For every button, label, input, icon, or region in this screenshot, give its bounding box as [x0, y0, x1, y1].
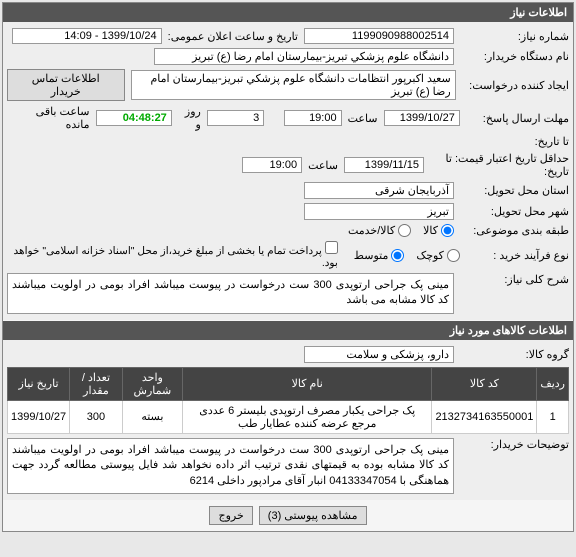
- table-row[interactable]: 12132734163550001پک جراحی یکبار مصرف ارت…: [8, 400, 569, 433]
- process-radio-group: کوچک متوسط: [354, 249, 460, 262]
- table-header: واحد شمارش: [122, 367, 182, 400]
- table-header: ردیف: [537, 367, 569, 400]
- table-cell: 1: [537, 400, 569, 433]
- valid-date-field: 1399/11/15: [344, 157, 424, 173]
- req-no-label: شماره نیاز:: [454, 30, 569, 43]
- cat-goods-input[interactable]: [441, 224, 454, 237]
- category-label: طبقه بندی موضوعی:: [454, 224, 569, 237]
- time-label-2: ساعت: [302, 159, 344, 172]
- table-header: نام کالا: [182, 367, 431, 400]
- cat-service-input[interactable]: [398, 224, 411, 237]
- valid-label: حداقل تاریخ اعتبار قیمت: تا تاریخ:: [424, 152, 569, 178]
- table-cell: بسته: [122, 400, 182, 433]
- time-label-1: ساعت: [342, 112, 384, 125]
- creator-field: سعید اکبرپور انتظامات دانشگاه علوم پزشکي…: [131, 70, 456, 100]
- pub-date-field: 1399/10/24 - 14:09: [12, 28, 162, 44]
- days-remaining-field: 3: [207, 110, 264, 126]
- timer-field: 04:48:27: [96, 110, 172, 126]
- desc-title-label: شرح کلی نیاز:: [454, 273, 569, 286]
- buyer-field: دانشگاه علوم پزشکي تبریز-بیمارستان امام …: [154, 48, 454, 65]
- table-cell: 2132734163550001: [432, 400, 537, 433]
- goods-table: ردیفکد کالانام کالاواحد شمارشتعداد / مقد…: [7, 367, 569, 434]
- deadline-date-field: 1399/10/27: [384, 110, 460, 126]
- table-cell: 300: [70, 400, 123, 433]
- group-field: دارو، پزشکی و سلامت: [304, 346, 454, 363]
- goods-section-title: اطلاعات کالاهای مورد نیاز: [3, 321, 573, 340]
- form-area: شماره نیاز: 1199090988002514 تاریخ و ساع…: [3, 22, 573, 320]
- table-cell: پک جراحی یکبار مصرف ارتوپدی بلیستر 6 عدد…: [182, 400, 431, 433]
- process-label: نوع فرآیند خرید :: [460, 249, 569, 262]
- group-label: گروه کالا:: [454, 348, 569, 361]
- valid-time-field: 19:00: [242, 157, 302, 173]
- pay-note-checkbox[interactable]: [325, 241, 338, 254]
- deadline-time-field: 19:00: [284, 110, 341, 126]
- remain-label: ساعت باقی مانده: [7, 105, 95, 131]
- cat-service-radio[interactable]: کالا/خدمت: [348, 224, 411, 237]
- buyer-label: نام دستگاه خریدار:: [454, 50, 569, 63]
- panel-title: اطلاعات نیاز: [3, 3, 573, 22]
- city-label: شهر محل تحویل:: [454, 205, 569, 218]
- table-header: تاریخ نیاز: [8, 367, 70, 400]
- days-label: روز و: [172, 105, 207, 131]
- creator-label: ایجاد کننده درخواست:: [456, 79, 569, 92]
- province-label: استان محل تحویل:: [454, 184, 569, 197]
- cat-goods-radio[interactable]: کالا: [423, 224, 454, 237]
- to-date-label: تا تاریخ:: [454, 135, 569, 148]
- province-field: آذربایجان شرقی: [304, 182, 454, 199]
- exit-button[interactable]: خروج: [209, 506, 252, 525]
- table-header: تعداد / مقدار: [70, 367, 123, 400]
- contact-button[interactable]: اطلاعات تماس خریدار: [7, 69, 125, 101]
- pay-note: پرداخت تمام یا بخشی از مبلغ خرید،از محل …: [7, 241, 344, 269]
- table-header: کد کالا: [432, 367, 537, 400]
- footer-buttons: مشاهده پیوستی (3) خروج: [3, 500, 573, 531]
- desc-text: مینی پک جراحی ارتوپدی 300 ست درخواست در …: [7, 273, 454, 314]
- attachments-button[interactable]: مشاهده پیوستی (3): [259, 506, 367, 525]
- buyer-notes-label: توضیحات خریدار:: [454, 438, 569, 451]
- proc-small-radio[interactable]: کوچک: [416, 249, 460, 262]
- proc-medium-input[interactable]: [391, 249, 404, 262]
- req-no-field: 1199090988002514: [304, 28, 454, 44]
- category-radio-group: کالا کالا/خدمت: [348, 224, 454, 237]
- proc-medium-radio[interactable]: متوسط: [354, 249, 405, 262]
- buyer-notes-text: مینی پک جراحی ارتوپدی 300 ست درخواست در …: [7, 438, 454, 494]
- info-panel: اطلاعات نیاز شماره نیاز: 119909098800251…: [2, 2, 574, 532]
- table-cell: 1399/10/27: [8, 400, 70, 433]
- proc-small-input[interactable]: [447, 249, 460, 262]
- pub-date-label: تاریخ و ساعت اعلان عمومی:: [162, 30, 304, 43]
- city-field: تبریز: [304, 203, 454, 220]
- deadline-label: مهلت ارسال پاسخ:: [460, 112, 569, 125]
